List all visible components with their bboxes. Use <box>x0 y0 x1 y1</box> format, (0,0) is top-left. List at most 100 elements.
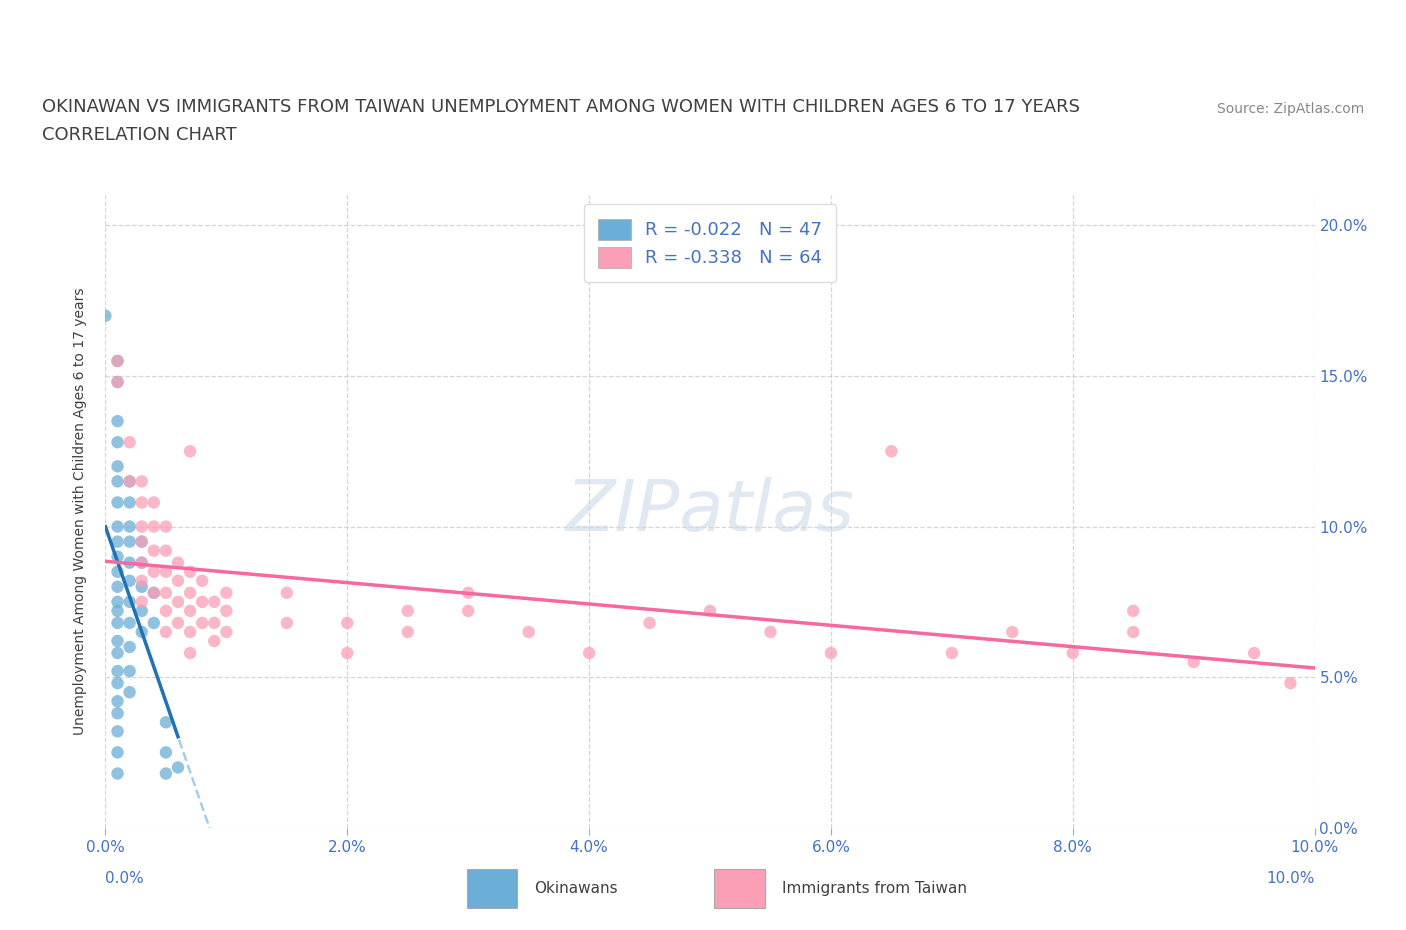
Point <box>1122 625 1144 640</box>
Point <box>118 573 141 588</box>
Point <box>107 766 129 781</box>
Point <box>131 594 153 609</box>
Point <box>179 645 201 660</box>
Point <box>107 353 129 368</box>
Point <box>179 585 201 600</box>
Point <box>155 585 177 600</box>
Point <box>167 573 190 588</box>
Point <box>107 745 129 760</box>
Point <box>107 474 129 489</box>
Point <box>1062 645 1084 660</box>
Text: CORRELATION CHART: CORRELATION CHART <box>42 126 238 144</box>
Point <box>276 585 298 600</box>
Point <box>107 519 129 534</box>
Point <box>131 495 153 510</box>
Point <box>457 604 479 618</box>
Point <box>118 640 141 655</box>
Point <box>155 745 177 760</box>
Point <box>336 616 359 631</box>
Point <box>191 616 214 631</box>
Point <box>131 555 153 570</box>
Point <box>142 585 165 600</box>
Point <box>167 594 190 609</box>
Point <box>336 645 359 660</box>
Point <box>107 375 129 390</box>
Point <box>131 604 153 618</box>
Point <box>118 594 141 609</box>
Point <box>142 543 165 558</box>
Point <box>820 645 842 660</box>
Point <box>131 519 153 534</box>
Point <box>107 724 129 738</box>
Point <box>1182 655 1205 670</box>
Point <box>118 519 141 534</box>
Point <box>1001 625 1024 640</box>
Point <box>179 604 201 618</box>
Point <box>638 616 661 631</box>
Text: Okinawans: Okinawans <box>534 881 617 896</box>
Point <box>107 435 129 450</box>
Point <box>191 573 214 588</box>
Text: Source: ZipAtlas.com: Source: ZipAtlas.com <box>1216 102 1364 116</box>
Point <box>155 604 177 618</box>
Point <box>202 594 225 609</box>
Point <box>107 495 129 510</box>
Point <box>107 565 129 579</box>
Point <box>107 633 129 648</box>
FancyBboxPatch shape <box>467 869 517 908</box>
Point <box>880 444 903 458</box>
Point <box>107 458 129 473</box>
Point <box>107 706 129 721</box>
Point <box>457 585 479 600</box>
Point <box>155 625 177 640</box>
Point <box>107 353 129 368</box>
Point <box>155 543 177 558</box>
Point <box>107 676 129 691</box>
Point <box>118 495 141 510</box>
Point <box>941 645 963 660</box>
Point <box>517 625 540 640</box>
Point <box>167 616 190 631</box>
Point <box>142 585 165 600</box>
Point <box>155 519 177 534</box>
Point <box>396 604 419 618</box>
Point <box>107 550 129 565</box>
Point <box>107 534 129 549</box>
Point <box>396 625 419 640</box>
Point <box>107 664 129 679</box>
Point <box>118 474 141 489</box>
Point <box>1243 645 1265 660</box>
Point <box>759 625 782 640</box>
Point <box>118 435 141 450</box>
Point <box>578 645 600 660</box>
Point <box>118 616 141 631</box>
Point <box>107 414 129 429</box>
Point <box>155 766 177 781</box>
Point <box>215 585 238 600</box>
Point <box>107 604 129 618</box>
Point <box>118 664 141 679</box>
Point <box>131 579 153 594</box>
Point <box>179 565 201 579</box>
Point <box>107 375 129 390</box>
Point <box>131 534 153 549</box>
Point <box>155 715 177 730</box>
Text: Immigrants from Taiwan: Immigrants from Taiwan <box>782 881 967 896</box>
Legend: R = -0.022   N = 47, R = -0.338   N = 64: R = -0.022 N = 47, R = -0.338 N = 64 <box>583 205 837 282</box>
Point <box>202 616 225 631</box>
Point <box>131 625 153 640</box>
Point <box>131 534 153 549</box>
Point <box>118 555 141 570</box>
Point <box>107 579 129 594</box>
Text: OKINAWAN VS IMMIGRANTS FROM TAIWAN UNEMPLOYMENT AMONG WOMEN WITH CHILDREN AGES 6: OKINAWAN VS IMMIGRANTS FROM TAIWAN UNEMP… <box>42 99 1080 116</box>
Y-axis label: Unemployment Among Women with Children Ages 6 to 17 years: Unemployment Among Women with Children A… <box>73 287 87 736</box>
FancyBboxPatch shape <box>714 869 765 908</box>
Point <box>107 645 129 660</box>
Text: 0.0%: 0.0% <box>105 871 145 886</box>
Point <box>276 616 298 631</box>
Point <box>118 534 141 549</box>
Point <box>107 616 129 631</box>
Text: ZIPatlas: ZIPatlas <box>565 477 855 546</box>
Point <box>167 555 190 570</box>
Point <box>191 594 214 609</box>
